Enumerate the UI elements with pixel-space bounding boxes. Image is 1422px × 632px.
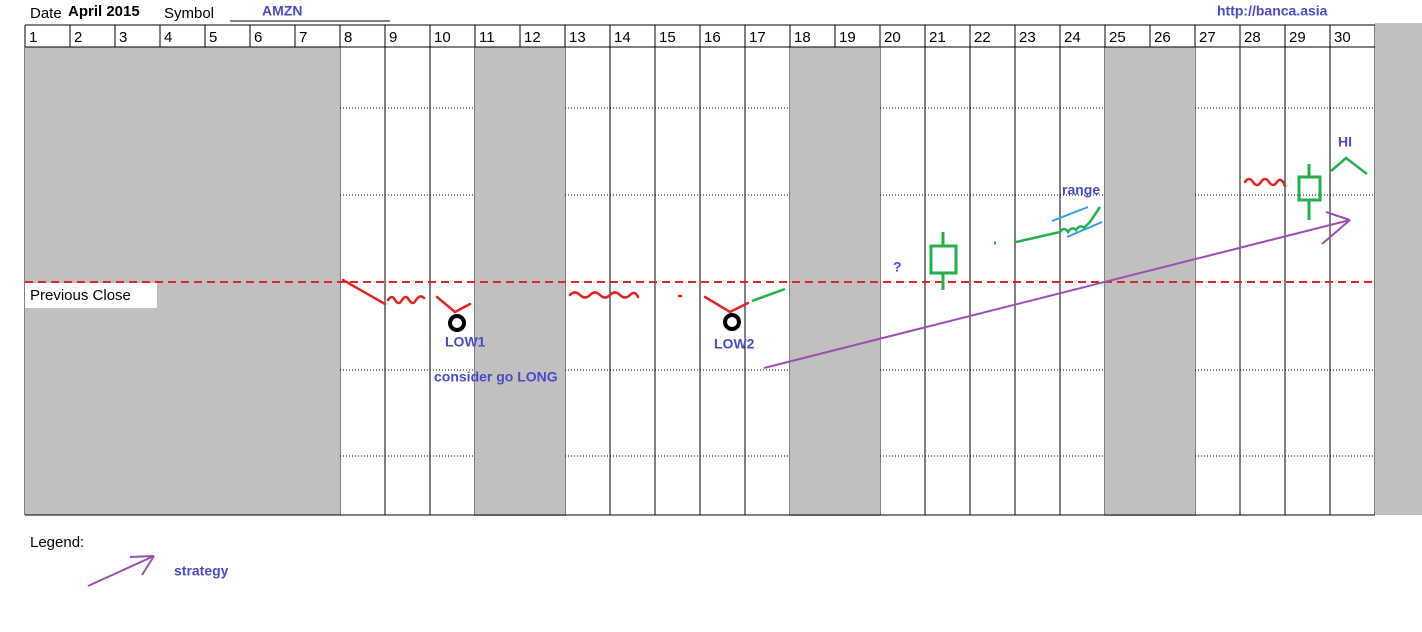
day-label: 6 xyxy=(254,29,262,46)
day-label: 14 xyxy=(614,29,631,46)
stroke xyxy=(1015,206,1102,244)
day-label: 27 xyxy=(1199,29,1216,46)
low-marker xyxy=(723,313,741,331)
stroke xyxy=(435,295,472,314)
day-label: 2 xyxy=(74,29,82,46)
date-label: Date xyxy=(30,5,62,22)
day-label: 9 xyxy=(389,29,397,46)
stroke xyxy=(751,287,786,303)
month: April 2015 xyxy=(68,3,140,20)
day-label: 21 xyxy=(929,29,946,46)
low-marker xyxy=(448,314,466,332)
day-label: 8 xyxy=(344,29,352,46)
stroke xyxy=(703,295,750,314)
symbol-label: Symbol xyxy=(164,5,214,22)
annotation: consider go LONG xyxy=(434,369,558,385)
stroke xyxy=(341,278,426,306)
day-label: 17 xyxy=(749,29,766,46)
day-label: 13 xyxy=(569,29,586,46)
range-lines xyxy=(1051,206,1103,238)
day-label: 25 xyxy=(1109,29,1126,46)
day-label: 11 xyxy=(479,29,495,46)
stroke xyxy=(568,291,640,299)
previous-close-box xyxy=(25,283,157,308)
day-label: 28 xyxy=(1244,29,1261,46)
day-label: 10 xyxy=(434,29,451,46)
annotation: HI xyxy=(1338,134,1352,150)
grid: 1 2 3 4 5 6 7 8 9 10 11 12 13 14 15 16 17 18 19 20 21 22 23 24 2… xyxy=(24,23,1422,516)
day-label: 22 xyxy=(974,29,991,46)
day-label: 16 xyxy=(704,29,721,46)
day-label: 19 xyxy=(839,29,856,46)
annotation: range xyxy=(1062,182,1100,198)
annotation: ? xyxy=(893,259,902,275)
symbol: AMZN xyxy=(262,3,302,19)
legend-label: strategy xyxy=(174,563,229,579)
legend-title: Legend: xyxy=(30,534,84,551)
day-label: 5 xyxy=(209,29,217,46)
legend-arrow xyxy=(87,555,155,587)
candle xyxy=(929,244,958,275)
drawings xyxy=(341,156,1368,369)
day-label: 30 xyxy=(1334,29,1351,46)
day-label: 29 xyxy=(1289,29,1306,46)
stroke xyxy=(1330,156,1368,175)
day-label: 12 xyxy=(524,29,541,46)
day-label: 26 xyxy=(1154,29,1171,46)
strategy-arrow xyxy=(763,211,1351,369)
day-label: 4 xyxy=(164,29,172,46)
day-label: 15 xyxy=(659,29,676,46)
day-label: 7 xyxy=(299,29,307,46)
closed-block xyxy=(1375,23,1422,515)
stroke xyxy=(1243,177,1287,188)
day-label: 3 xyxy=(119,29,127,46)
candle xyxy=(1297,175,1322,202)
day-label: 18 xyxy=(794,29,811,46)
annotation: LOW2 xyxy=(714,336,755,352)
url[interactable]: http://banca.asia xyxy=(1217,3,1328,19)
day-label: 20 xyxy=(884,29,901,46)
day-label: 23 xyxy=(1019,29,1036,46)
day-label: 24 xyxy=(1064,29,1081,46)
previous-close-label: Previous Close xyxy=(30,287,131,304)
annotation: LOW1 xyxy=(445,334,486,350)
day-label: 1 xyxy=(29,29,37,46)
